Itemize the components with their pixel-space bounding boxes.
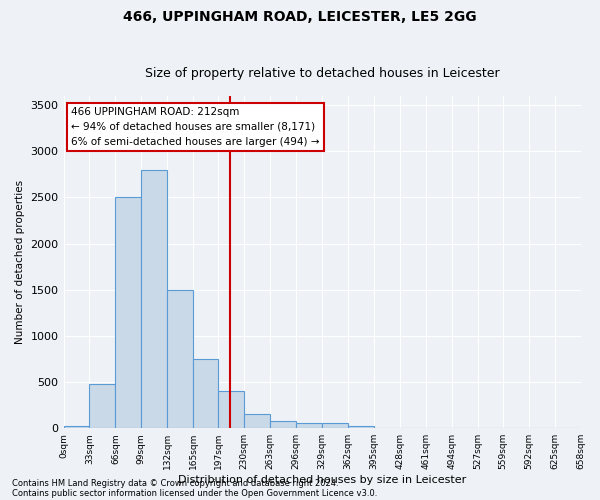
Bar [167,290,193,428]
Bar [64,426,89,428]
Text: Contains public sector information licensed under the Open Government Licence v3: Contains public sector information licen… [12,488,377,498]
Bar [142,170,167,428]
Bar [348,426,374,428]
X-axis label: Distribution of detached houses by size in Leicester: Distribution of detached houses by size … [178,475,466,485]
Bar [193,359,218,428]
Bar [244,414,270,428]
Y-axis label: Number of detached properties: Number of detached properties [15,180,25,344]
Bar [218,392,244,428]
Text: 466, UPPINGHAM ROAD, LEICESTER, LE5 2GG: 466, UPPINGHAM ROAD, LEICESTER, LE5 2GG [123,10,477,24]
Text: 466 UPPINGHAM ROAD: 212sqm
← 94% of detached houses are smaller (8,171)
6% of se: 466 UPPINGHAM ROAD: 212sqm ← 94% of deta… [71,107,320,146]
Bar [270,422,296,428]
Title: Size of property relative to detached houses in Leicester: Size of property relative to detached ho… [145,66,499,80]
Text: Contains HM Land Registry data © Crown copyright and database right 2024.: Contains HM Land Registry data © Crown c… [12,478,338,488]
Bar [115,198,142,428]
Bar [89,384,115,428]
Bar [296,423,322,428]
Bar [322,423,348,428]
